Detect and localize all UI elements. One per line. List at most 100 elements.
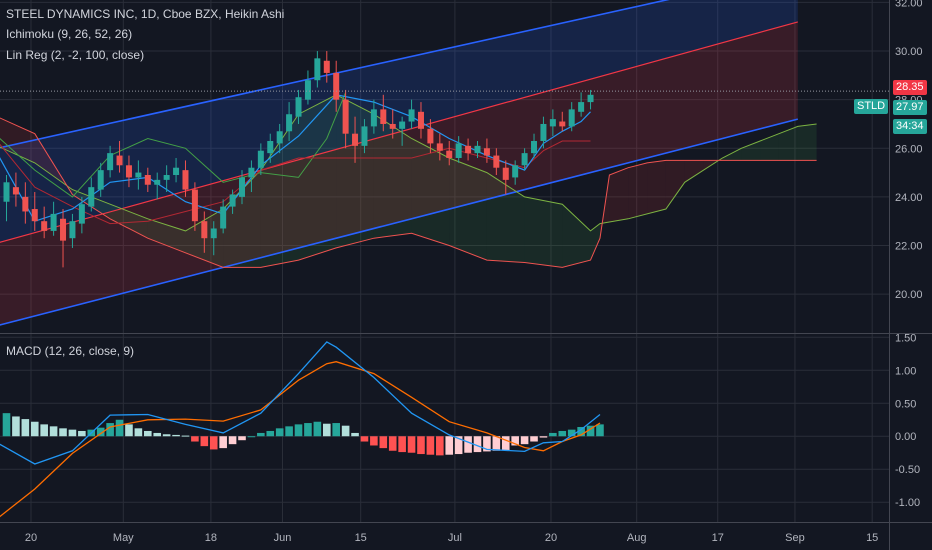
candle-body — [512, 165, 519, 178]
channel-upper-line — [0, 0, 670, 149]
macd-histogram-bar — [257, 432, 265, 437]
macd-tick-label: 1.50 — [895, 332, 916, 344]
macd-histogram-bar — [285, 426, 293, 437]
cloud-segment — [628, 162, 648, 219]
macd-tick-label: -0.50 — [895, 464, 920, 476]
cloud-segment — [0, 118, 35, 163]
candle-body — [361, 126, 368, 146]
candle-body — [540, 123, 547, 141]
candle-body — [50, 213, 57, 231]
candle-body — [41, 221, 48, 231]
candle-body — [502, 167, 509, 180]
candle-body — [276, 131, 283, 144]
macd-histogram-bar — [68, 429, 77, 437]
macd-tick-label: 1.00 — [895, 365, 916, 377]
cloud-segment — [797, 124, 817, 161]
macd-histogram-bar — [558, 430, 567, 437]
macd-histogram-bar — [586, 425, 595, 437]
price-tick-label: 32.00 — [895, 0, 923, 9]
candle-body — [446, 150, 453, 158]
macd-histogram-bar — [238, 436, 246, 441]
macd-histogram-bar — [21, 419, 30, 437]
ichimoku-legend[interactable]: Ichimoku (9, 26, 52, 26) — [6, 27, 133, 41]
channel-mid-line — [0, 21, 798, 243]
macd-histogram-bar — [78, 430, 86, 437]
macd-histogram-bar — [125, 424, 133, 437]
candle-body — [549, 119, 556, 127]
countdown-tag: 34:34 — [893, 119, 927, 134]
cloud-segment — [260, 114, 299, 268]
candle-body — [455, 143, 462, 158]
cloud-segment — [524, 196, 563, 268]
macd-histogram-bar — [162, 434, 171, 437]
candle-body — [69, 221, 76, 239]
macd-histogram-bar — [549, 432, 557, 437]
macd-line — [0, 341, 601, 465]
linreg-channel-lines — [0, 0, 798, 326]
candle-body — [380, 109, 387, 124]
candle-body — [12, 187, 19, 195]
time-tick-label: 20 — [545, 532, 557, 544]
macd-histogram-bar — [501, 436, 510, 451]
macd-histogram-bar — [322, 423, 331, 437]
candle-body — [163, 175, 170, 180]
candle-body — [521, 153, 528, 166]
candle-body — [587, 94, 594, 103]
macd-histogram-bar — [144, 430, 152, 437]
macd-histogram-bar — [181, 435, 190, 437]
cloud-segment — [449, 158, 487, 261]
candle-body — [408, 109, 415, 122]
cloud-segment — [562, 204, 591, 268]
candle-body — [286, 114, 293, 132]
candle-body — [135, 172, 142, 178]
time-tick-label: 15 — [866, 532, 878, 544]
channel-lower-line — [0, 118, 798, 326]
macd-tick-label: -1.00 — [895, 497, 920, 509]
candle-body — [370, 109, 377, 127]
candle-body — [465, 145, 472, 154]
cloud-segment — [741, 141, 761, 161]
linreg-channel-fill — [0, 0, 798, 325]
time-tick-label: 17 — [712, 532, 724, 544]
macd-histogram-bar — [247, 436, 256, 438]
channel-lower-fill — [0, 21, 798, 325]
macd-histogram-bar — [577, 427, 585, 437]
cloud-segment — [298, 94, 337, 261]
cloud-segment — [590, 223, 600, 261]
candle-body — [173, 167, 180, 176]
candle-body — [22, 196, 29, 212]
macd-histogram-bar — [115, 419, 124, 437]
channel-upper-fill — [0, 0, 798, 243]
macd-histogram-bar — [96, 427, 105, 437]
candle-body — [568, 109, 575, 127]
heikin-ashi-candles — [0, 51, 889, 268]
cloud-segment — [223, 170, 261, 268]
macd-histogram-bar — [191, 436, 199, 442]
linreg-legend[interactable]: Lin Reg (2, -2, 100, close) — [6, 48, 145, 62]
candle-body — [107, 153, 114, 171]
candle-body — [201, 221, 208, 239]
candle-body — [578, 102, 585, 112]
macd-histogram-bar — [388, 436, 397, 451]
cloud-segment — [665, 160, 685, 209]
macd-histogram-bar — [294, 424, 303, 437]
candle-body — [3, 182, 10, 202]
candle-body — [417, 111, 424, 129]
cloud-segment — [110, 204, 148, 239]
candle-body — [474, 145, 481, 154]
macd-histogram-bar — [520, 436, 529, 445]
macd-histogram-bar — [2, 413, 11, 437]
macd-histogram-bar — [304, 423, 312, 437]
cloud-segment — [647, 160, 666, 214]
ichimoku-span-b — [0, 117, 817, 268]
cloud-segment — [609, 167, 629, 222]
candle-body — [559, 121, 566, 127]
macd-histogram-bar — [228, 436, 237, 445]
macd-histogram-bar — [172, 434, 180, 437]
macd-legend[interactable]: MACD (12, 26, close, 9) — [6, 344, 135, 358]
macd-histogram-bar — [153, 432, 162, 437]
macd-histogram-bar — [445, 436, 454, 455]
candle-body — [333, 72, 340, 100]
